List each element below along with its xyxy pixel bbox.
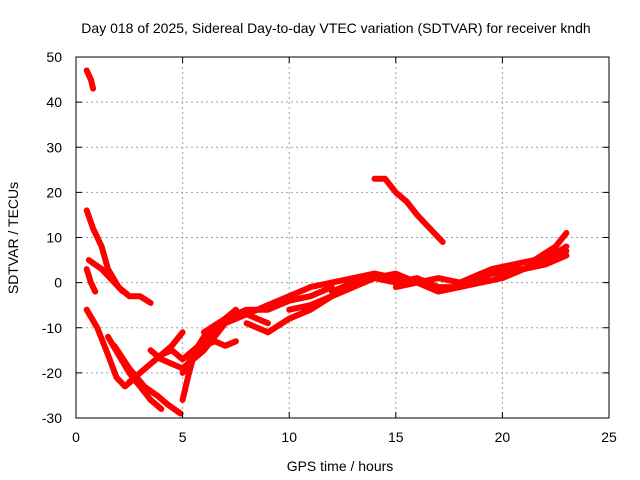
series-line-track-20 — [392, 248, 570, 295]
series-line-track-21 — [467, 230, 570, 282]
series-line-track-1 — [83, 67, 97, 92]
series-line-track-4 — [85, 257, 126, 295]
y-tick-label: -20 — [42, 365, 62, 381]
y-axis-label: SDTVAR / TECUs — [5, 182, 21, 294]
y-tick-label: 40 — [46, 94, 62, 110]
series-line-track-13 — [190, 311, 271, 363]
x-tick-label: 25 — [601, 429, 617, 445]
x-tick-label: 0 — [72, 429, 80, 445]
y-tick-label: -10 — [42, 320, 62, 336]
grid-lines — [76, 57, 609, 418]
data-series — [83, 67, 570, 417]
series-line-track-3 — [83, 266, 99, 295]
series-line-track-8 — [126, 329, 186, 385]
chart-title: Day 018 of 2025, Sidereal Day-to-day VTE… — [81, 20, 590, 36]
axis-ticks: 0 5 10 15 20 25 -30 -20 -10 0 10 20 30 40 50 — [42, 49, 617, 445]
y-tick-label: 20 — [46, 184, 62, 200]
x-tick-label: 10 — [281, 429, 297, 445]
y-tick-label: 10 — [46, 230, 62, 246]
series-line-track-5 — [83, 306, 139, 390]
series-line-track-7 — [111, 342, 184, 417]
x-tick-label: 20 — [495, 429, 511, 445]
y-tick-label: 50 — [46, 49, 62, 65]
x-axis-label: GPS time / hours — [287, 458, 394, 474]
y-tick-label: 30 — [46, 139, 62, 155]
x-tick-label: 5 — [179, 429, 187, 445]
series-line-track-22 — [371, 175, 446, 245]
x-tick-label: 15 — [388, 429, 404, 445]
y-tick-label: 0 — [54, 275, 62, 291]
series-line-track-15 — [222, 270, 378, 322]
y-tick-label: -30 — [42, 410, 62, 426]
